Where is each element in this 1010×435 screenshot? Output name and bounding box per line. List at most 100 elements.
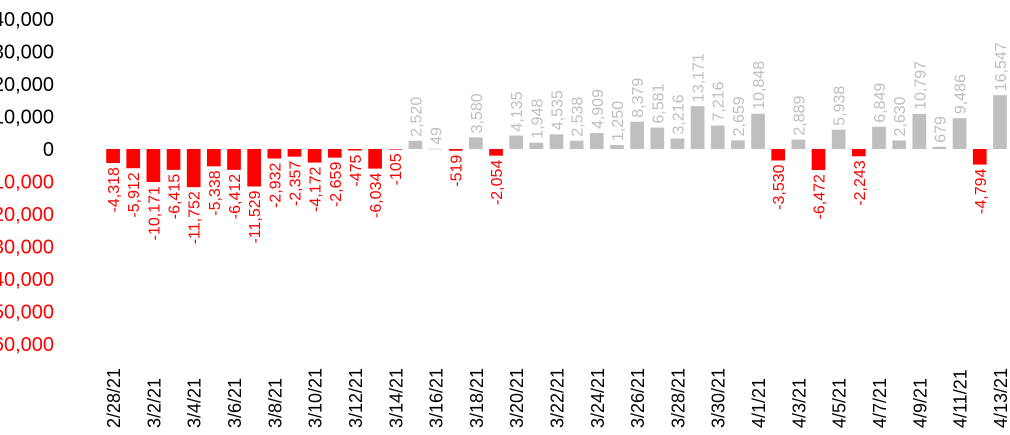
bar — [630, 121, 644, 149]
data-label: 9,486 — [953, 74, 970, 114]
bar — [469, 137, 483, 149]
bar — [327, 149, 342, 158]
data-label: -5,912 — [126, 172, 143, 217]
data-label: 10,797 — [912, 61, 929, 110]
data-label: 6,849 — [872, 83, 889, 123]
bar — [892, 140, 906, 149]
x-tick-label: 3/22/21 — [548, 368, 568, 428]
x-tick-label: 3/24/21 — [588, 368, 608, 428]
bar — [166, 149, 181, 170]
data-label: 13,171 — [691, 53, 708, 102]
bar — [186, 149, 201, 188]
data-label: 2,630 — [892, 96, 909, 136]
data-label: -5,338 — [207, 170, 224, 215]
bar — [771, 149, 786, 161]
bar — [448, 149, 463, 151]
data-label: 2,538 — [570, 97, 587, 137]
bar — [106, 149, 120, 164]
x-tick-label: 4/3/21 — [789, 378, 809, 428]
bar — [610, 144, 624, 149]
x-tick-label: 3/10/21 — [306, 368, 326, 428]
bar — [589, 133, 604, 149]
data-label: -4,172 — [308, 166, 325, 211]
bar — [851, 149, 866, 157]
y-axis-tick-labels: 40,000 30,000 20,000 10,000 0 -10,000 -20,000 -… — [0, 9, 54, 356]
bar — [267, 149, 282, 159]
data-label: -6,034 — [368, 173, 385, 218]
x-axis-tick-labels: 2/28/21 3/2/21 3/4/21 3/6/21 3/8/21 3/10/21 3/… — [104, 368, 1010, 428]
bars — [106, 95, 1007, 188]
bar — [207, 149, 221, 167]
data-label: -2,243 — [852, 160, 869, 205]
bar — [831, 129, 846, 149]
x-tick-label: 3/18/21 — [467, 368, 487, 428]
data-label: 4,535 — [550, 90, 567, 130]
data-label: 10,848 — [751, 61, 768, 110]
data-label: 2,520 — [408, 97, 425, 137]
data-label: 4,135 — [509, 91, 526, 131]
bar — [993, 95, 1007, 149]
x-tick-label: 3/12/21 — [346, 368, 366, 428]
bar — [428, 148, 443, 150]
data-label: 7,216 — [711, 81, 728, 121]
data-label: -105 — [388, 153, 405, 185]
bar — [509, 135, 524, 149]
data-label: 2,889 — [791, 95, 808, 135]
bar — [791, 139, 806, 149]
data-label: 1,250 — [610, 101, 627, 141]
bar — [751, 113, 765, 149]
data-label: 5,938 — [832, 86, 849, 126]
x-tick-label: 3/4/21 — [185, 378, 205, 428]
x-tick-label: 3/28/21 — [668, 368, 688, 428]
bar — [710, 125, 725, 149]
x-tick-label: 4/5/21 — [830, 378, 850, 428]
data-label: 16,547 — [993, 42, 1010, 91]
data-label: 6,581 — [650, 83, 667, 123]
data-label: -10,171 — [146, 186, 163, 240]
bar — [811, 149, 826, 171]
x-tick-label: 4/9/21 — [910, 378, 930, 428]
y-tick-label: -40,000 — [0, 269, 54, 291]
bar — [872, 126, 886, 149]
bar — [912, 113, 927, 149]
y-tick-label: -30,000 — [0, 237, 54, 259]
x-tick-label: 4/11/21 — [951, 369, 971, 428]
data-label: -3,530 — [771, 164, 788, 209]
bar — [126, 149, 141, 169]
x-tick-label: 3/2/21 — [144, 378, 164, 428]
x-tick-label: 4/1/21 — [749, 378, 769, 428]
bar — [690, 106, 705, 149]
x-tick-label: 2/28/21 — [104, 368, 124, 428]
data-label: -2,932 — [267, 162, 284, 207]
bar — [932, 146, 947, 149]
data-label: -475 — [348, 154, 365, 186]
bar — [650, 127, 665, 149]
data-labels: -4,318 -5,912 -10,171 -6,415 -11,752 -5,338 -6… — [106, 42, 1010, 244]
x-tick-label: 3/8/21 — [265, 378, 285, 428]
y-tick-label: 40,000 — [0, 9, 54, 31]
data-label: 3,580 — [469, 93, 486, 133]
x-tick-label: 4/7/21 — [870, 378, 890, 428]
bar — [146, 149, 161, 183]
bar — [952, 118, 967, 149]
x-tick-label: 3/20/21 — [507, 368, 527, 428]
data-label: 1,948 — [529, 99, 546, 139]
y-tick-label: -10,000 — [0, 172, 54, 194]
data-label: -519 — [449, 155, 466, 187]
data-label: 2,659 — [731, 96, 748, 136]
data-label: -6,472 — [812, 174, 829, 219]
y-tick-label: -50,000 — [0, 302, 54, 324]
data-label: -2,659 — [328, 162, 345, 207]
data-label: 8,379 — [630, 78, 647, 118]
data-label: -6,412 — [227, 174, 244, 219]
x-tick-label: 3/6/21 — [225, 378, 245, 428]
data-label: -4,794 — [973, 168, 990, 213]
bar — [247, 149, 262, 187]
bar — [670, 138, 685, 149]
bar — [307, 149, 322, 163]
data-label: 4,909 — [590, 89, 607, 129]
data-label: -2,357 — [287, 161, 304, 206]
y-tick-label: -60,000 — [0, 334, 54, 356]
bar — [549, 134, 564, 149]
